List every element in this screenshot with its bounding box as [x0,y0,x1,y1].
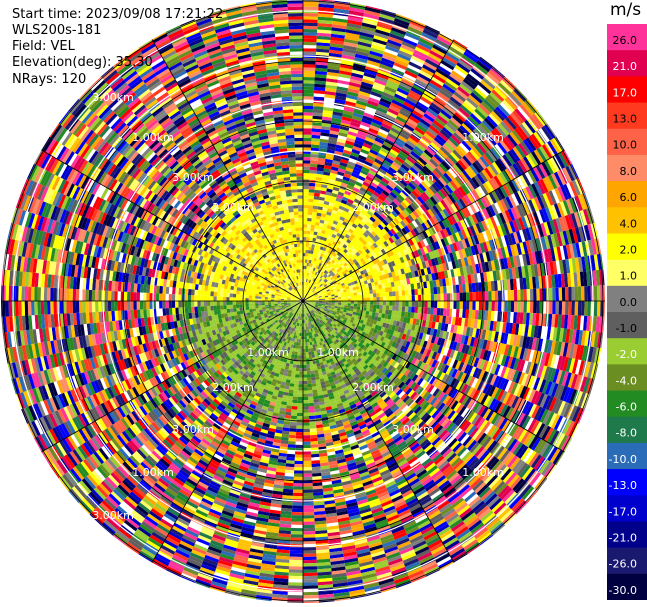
colorbar-tick: -17.0 [609,505,637,518]
colorbar-swatch [607,442,647,470]
azimuth-spoke [151,300,304,563]
range-label: 1.00km [462,131,504,144]
elevation-label: Elevation(deg): 35.30 [12,55,153,70]
colorbar-unit: m/s [610,0,642,20]
range-label: 1.00km [132,131,174,144]
range-label: 3.00km [92,91,134,104]
colorbar-tick: 26.0 [613,34,638,47]
colorbar-swatch [607,259,647,287]
azimuth-spoke [302,149,565,302]
colorbar-swatch [607,154,647,182]
range-label: 3.00km [392,171,434,184]
colorbar-tick: -13.0 [609,479,637,492]
colorbar-tick: 6.0 [620,191,638,204]
velocity-gates [1,0,605,603]
station-label: WLS200s-181 [12,23,102,38]
colorbar-swatch [607,128,647,156]
range-label: 2.00km [352,201,394,214]
colorbar-swatch [607,24,647,51]
colorbar-tick: -10.0 [609,453,637,466]
colorbar-swatch [607,50,647,77]
colorbar-swatch [607,338,647,365]
range-label: 1.00km [132,466,174,479]
colorbar-tick: 1.0 [620,270,638,283]
colorbar-swatch [607,312,647,339]
field-label: Field: VEL [12,39,75,54]
colorbar-swatch [607,102,647,130]
colorbar-tick: -21.0 [609,531,637,544]
azimuth-spoke [302,300,455,563]
colorbar-tick: 17.0 [613,86,638,99]
colorbar-swatch [607,364,647,392]
colorbar-swatch [607,469,647,496]
colorbar-tick: -8.0 [616,427,637,440]
colorbar-tick: -2.0 [616,348,637,361]
colorbar-tick: -6.0 [616,401,637,414]
range-label: 2.00km [212,201,254,214]
range-label: 1.00km [317,346,359,359]
azimuth-spoke [41,300,304,453]
colorbar-tick: 4.0 [620,217,638,230]
range-label: 1.00km [247,346,289,359]
colorbar-tick: 8.0 [620,165,638,178]
colorbar-swatch [607,181,647,208]
azimuth-spoke [302,300,565,453]
colorbar-swatch [607,207,647,234]
colorbar-tick: 13.0 [613,113,638,126]
range-label: 1.00km [462,466,504,479]
range-rings [1,0,605,603]
colorbar-tick: 10.0 [613,139,638,152]
range-label: 3.00km [92,509,134,522]
colorbar-swatch [607,390,647,418]
colorbar-swatch [607,573,647,600]
colorbar-tick: 0.0 [620,296,638,309]
colorbar-swatch [607,76,647,104]
colorbar-swatch [607,521,647,549]
start-time-label: Start time: 2023/09/08 17:21:22 [12,7,224,22]
colorbar: 26.0 21.0 17.0 13.0 10.0 8.0 6.0 4.0 2.0 1.0 0.0 -1… [607,24,647,600]
colorbar-tick: 2.0 [620,243,638,256]
range-label: 2.00km [352,381,394,394]
colorbar-tick: 21.0 [613,60,638,73]
range-labels: 1.00km 1.00km 2.00km 2.00km 2.00km 2.00km 3.00… [92,91,504,522]
range-label: 3.00km [172,423,214,436]
colorbar-swatch [607,233,647,261]
colorbar-swatch [607,547,647,575]
nrays-label: NRays: 120 [12,72,87,87]
azimuth-spoke [151,39,304,302]
colorbar-swatch [607,285,647,313]
colorbar-tick: -4.0 [616,374,637,387]
range-label: 3.00km [392,423,434,436]
azimuth-spoke [302,39,455,302]
azimuth-spoke [41,149,304,302]
colorbar-tick: -30.0 [609,584,637,597]
colorbar-swatch [607,495,647,522]
range-label: 3.00km [172,171,214,184]
range-label: 2.00km [212,381,254,394]
colorbar-tick: -26.0 [609,558,637,571]
colorbar-tick: -1.0 [616,322,637,335]
colorbar-swatch [607,416,647,444]
